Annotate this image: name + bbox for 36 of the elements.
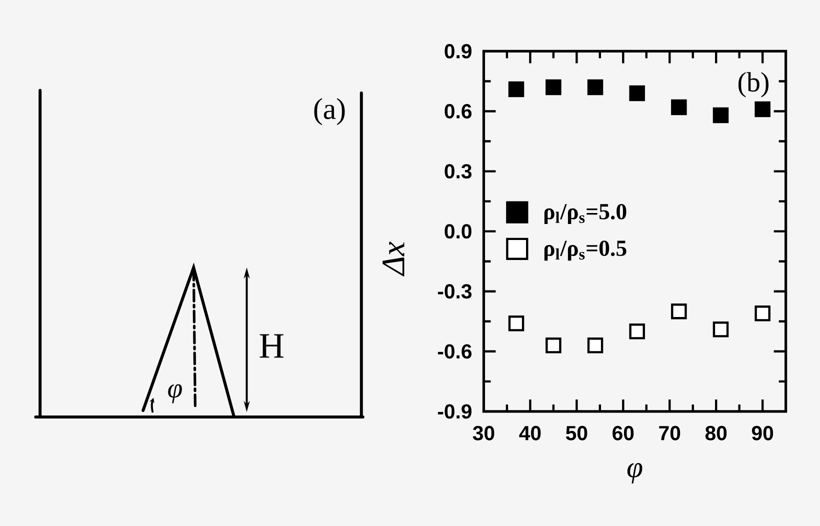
x-tick-label: 90 xyxy=(752,426,774,440)
y-tick-label: 0.6 xyxy=(444,104,472,118)
y-tick-label: 0.9 xyxy=(444,44,472,58)
y-tick-label: -0.9 xyxy=(438,404,472,418)
legend-label: ρ$_{l}$/ρ$_{s}$=5.0 xyxy=(544,204,626,224)
point xyxy=(754,305,770,322)
text: (a) xyxy=(314,98,345,125)
x-tick-label: 30 xyxy=(472,426,494,440)
x-tick-label: 60 xyxy=(612,426,634,440)
point xyxy=(629,85,645,101)
y-tick-label: -0.3 xyxy=(438,284,472,298)
text: φ xyxy=(168,384,182,404)
y-tick-label: -0.6 xyxy=(438,344,472,358)
point xyxy=(587,79,604,95)
point xyxy=(508,81,524,97)
point xyxy=(712,107,729,123)
point xyxy=(546,337,562,354)
x-tick-label: 70 xyxy=(659,426,680,440)
point xyxy=(712,321,729,338)
x-tick-label: 40 xyxy=(519,426,541,440)
text: H xyxy=(260,334,284,358)
legend-label: ρ$_{l}$/ρ$_{s}$=0.5 xyxy=(544,240,626,260)
point xyxy=(508,315,524,332)
x-axis-title: φ xyxy=(627,462,642,484)
x-tick-label: 80 xyxy=(705,426,727,440)
point xyxy=(629,323,645,340)
x-tick-label: 50 xyxy=(566,426,588,440)
point xyxy=(587,337,604,354)
y-axis-title: Δx xyxy=(382,242,404,276)
annotation: (b) xyxy=(738,72,768,98)
y-tick-label: 0.3 xyxy=(444,164,472,178)
point xyxy=(754,101,770,117)
point xyxy=(671,303,687,320)
y-tick-label: 0.0 xyxy=(444,224,472,238)
point xyxy=(671,99,687,115)
point xyxy=(546,79,562,95)
